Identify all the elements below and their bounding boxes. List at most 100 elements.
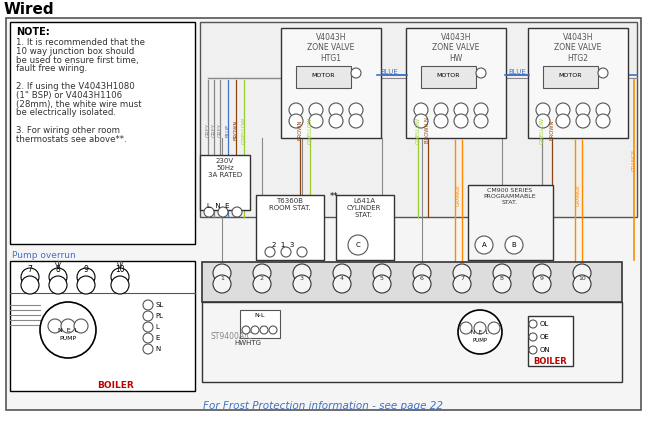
Text: BOILER: BOILER xyxy=(533,357,567,366)
Text: E: E xyxy=(155,335,159,341)
Circle shape xyxy=(293,264,311,282)
Text: 2. If using the V4043H1080: 2. If using the V4043H1080 xyxy=(16,82,135,91)
Circle shape xyxy=(21,268,39,286)
Circle shape xyxy=(413,264,431,282)
Text: ORANGE: ORANGE xyxy=(631,149,637,171)
Circle shape xyxy=(143,311,153,321)
Bar xyxy=(10,22,195,244)
Circle shape xyxy=(297,247,307,257)
Circle shape xyxy=(434,114,448,128)
Bar xyxy=(240,310,280,338)
Bar xyxy=(528,28,628,138)
Text: G/YELLOW: G/YELLOW xyxy=(540,116,545,143)
Circle shape xyxy=(414,103,428,117)
Circle shape xyxy=(49,268,67,286)
Circle shape xyxy=(573,275,591,293)
Bar xyxy=(202,302,622,382)
Bar xyxy=(528,316,573,366)
Circle shape xyxy=(348,235,368,255)
Text: OL: OL xyxy=(540,321,549,327)
Text: **: ** xyxy=(330,192,338,200)
Text: 230V
50Hz
3A RATED: 230V 50Hz 3A RATED xyxy=(208,158,242,178)
Text: 8: 8 xyxy=(500,276,504,281)
Text: CM900 SERIES
PROGRAMMABLE
STAT.: CM900 SERIES PROGRAMMABLE STAT. xyxy=(484,188,536,205)
Text: BROWN: BROWN xyxy=(298,120,303,140)
Text: N: N xyxy=(155,346,160,352)
Text: G/YELLOW: G/YELLOW xyxy=(241,116,247,143)
Circle shape xyxy=(453,275,471,293)
Circle shape xyxy=(309,114,323,128)
Circle shape xyxy=(458,310,502,354)
Text: GREY: GREY xyxy=(212,123,217,137)
Circle shape xyxy=(529,320,537,328)
Circle shape xyxy=(596,114,610,128)
Circle shape xyxy=(253,275,271,293)
Circle shape xyxy=(40,302,96,358)
Text: fault free wiring.: fault free wiring. xyxy=(16,65,87,73)
Text: N  E  L: N E L xyxy=(58,327,78,333)
Circle shape xyxy=(460,322,472,334)
Text: For Frost Protection information - see page 22: For Frost Protection information - see p… xyxy=(203,401,443,411)
Text: V4043H
ZONE VALVE
HTG2: V4043H ZONE VALVE HTG2 xyxy=(554,33,602,63)
Bar xyxy=(406,28,506,138)
Circle shape xyxy=(269,326,277,334)
Text: G/YELLOW: G/YELLOW xyxy=(307,116,313,143)
Text: BROWN: BROWN xyxy=(234,120,239,140)
Circle shape xyxy=(474,322,486,334)
Circle shape xyxy=(556,103,570,117)
Text: BLUE: BLUE xyxy=(380,69,398,75)
Text: 10: 10 xyxy=(578,276,586,281)
Text: (28mm), the white wire must: (28mm), the white wire must xyxy=(16,100,142,108)
Bar xyxy=(296,66,351,88)
Text: NOTE:: NOTE: xyxy=(16,27,50,37)
Text: 7: 7 xyxy=(28,265,32,274)
Text: 2: 2 xyxy=(260,276,264,281)
Text: GREY: GREY xyxy=(206,123,210,137)
Circle shape xyxy=(598,68,608,78)
Circle shape xyxy=(143,322,153,332)
Text: OE: OE xyxy=(540,334,550,340)
Text: PL: PL xyxy=(155,313,163,319)
Circle shape xyxy=(475,236,493,254)
Text: 2  1  3: 2 1 3 xyxy=(272,242,294,248)
Circle shape xyxy=(213,264,231,282)
Text: BROWN N: BROWN N xyxy=(426,117,430,143)
Bar xyxy=(256,195,324,260)
Text: GREY: GREY xyxy=(217,123,223,137)
Text: ON: ON xyxy=(540,347,551,353)
Text: 10 way junction box should: 10 way junction box should xyxy=(16,47,134,56)
Circle shape xyxy=(333,264,351,282)
Circle shape xyxy=(349,114,363,128)
Circle shape xyxy=(373,275,391,293)
Text: be electrically isolated.: be electrically isolated. xyxy=(16,108,116,117)
Text: T6360B
ROOM STAT.: T6360B ROOM STAT. xyxy=(269,198,311,211)
Circle shape xyxy=(49,276,67,294)
Circle shape xyxy=(253,264,271,282)
Circle shape xyxy=(493,275,511,293)
Text: 5: 5 xyxy=(380,276,384,281)
Text: ST9400A/C: ST9400A/C xyxy=(210,332,252,341)
Circle shape xyxy=(349,103,363,117)
Bar xyxy=(200,22,637,217)
Circle shape xyxy=(596,103,610,117)
Circle shape xyxy=(488,322,500,334)
Circle shape xyxy=(474,103,488,117)
Circle shape xyxy=(232,207,242,217)
Text: BLUE: BLUE xyxy=(226,123,230,137)
Text: 8: 8 xyxy=(56,265,60,274)
Text: 9: 9 xyxy=(540,276,544,281)
Text: BLUE: BLUE xyxy=(508,69,526,75)
Text: 3: 3 xyxy=(300,276,304,281)
Circle shape xyxy=(474,114,488,128)
Bar xyxy=(336,195,394,260)
Text: 7: 7 xyxy=(460,276,464,281)
Circle shape xyxy=(143,333,153,343)
Bar xyxy=(200,155,250,210)
Circle shape xyxy=(536,114,550,128)
Text: V4043H
ZONE VALVE
HTG1: V4043H ZONE VALVE HTG1 xyxy=(307,33,355,63)
Circle shape xyxy=(77,268,95,286)
Circle shape xyxy=(309,103,323,117)
Circle shape xyxy=(260,326,268,334)
Text: MOTOR: MOTOR xyxy=(436,73,460,78)
Circle shape xyxy=(21,276,39,294)
